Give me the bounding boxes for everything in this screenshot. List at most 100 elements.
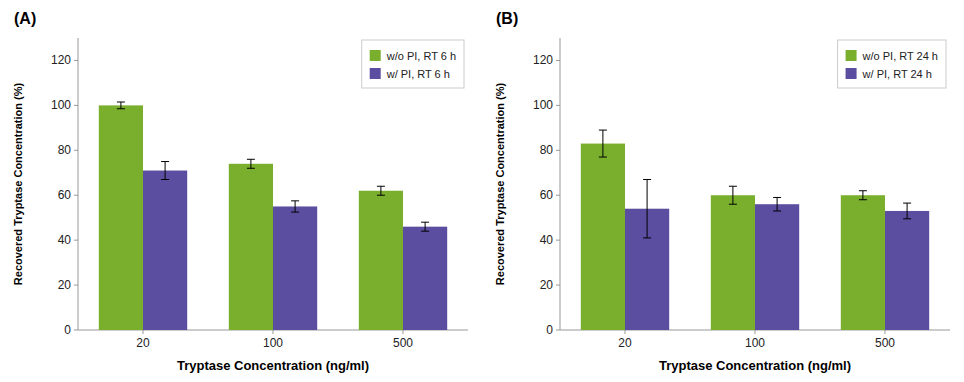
x-tick-label: 500: [393, 336, 413, 350]
bar: [711, 195, 755, 330]
legend-label: w/o PI, RT 24 h: [862, 50, 938, 62]
legend: w/o PI, RT 6 hw/ PI, RT 6 h: [362, 40, 464, 88]
error-cap: [247, 159, 255, 160]
x-tick: [625, 330, 626, 334]
y-tick: [556, 150, 560, 151]
error-cap: [773, 197, 781, 198]
error-stem: [120, 102, 121, 109]
y-tick-label: 60: [58, 188, 72, 202]
error-cap: [643, 237, 651, 238]
y-tick-label: 20: [540, 278, 554, 292]
error-stem: [425, 222, 426, 231]
error-cap: [643, 179, 651, 180]
error-cap: [903, 218, 911, 219]
legend-swatch: [370, 50, 381, 61]
y-tick-label: 40: [58, 233, 72, 247]
panel-label: (A): [14, 10, 36, 27]
x-tick: [885, 330, 886, 334]
bar: [403, 227, 447, 330]
x-axis-label: Tryptase Concentration (ng/ml): [659, 358, 851, 373]
error-stem: [907, 203, 908, 219]
bar: [229, 164, 273, 330]
y-tick: [556, 330, 560, 331]
y-tick: [74, 105, 78, 106]
legend-swatch: [846, 50, 857, 61]
bar: [99, 105, 143, 330]
error-cap: [161, 161, 169, 162]
y-axis-line: [560, 38, 561, 330]
x-tick-label: 20: [136, 336, 150, 350]
error-cap: [117, 102, 125, 103]
panel: (A) 0 20 40 60 80 100 120 20 100 500 Tryptase Conce…: [12, 10, 468, 373]
error-cap: [903, 203, 911, 204]
error-bar: [161, 162, 169, 180]
y-tick: [74, 285, 78, 286]
legend-frame: [838, 40, 946, 88]
error-bar: [421, 222, 429, 231]
bar: [359, 191, 403, 330]
error-stem: [380, 186, 381, 195]
y-tick: [74, 195, 78, 196]
y-tick-label: 80: [58, 143, 72, 157]
legend-swatch: [846, 68, 857, 79]
error-cap: [729, 186, 737, 187]
x-tick-label: 100: [263, 336, 283, 350]
y-axis-label: Recovered Tryptase Concentration (%): [12, 83, 24, 286]
y-tick-label: 60: [540, 188, 554, 202]
bar: [755, 204, 799, 330]
error-bar: [599, 130, 607, 157]
bar: [841, 195, 885, 330]
y-tick: [556, 285, 560, 286]
y-axis-label: Recovered Tryptase Concentration (%): [494, 83, 506, 286]
error-bar: [291, 201, 299, 212]
y-tick: [74, 150, 78, 151]
y-tick: [74, 60, 78, 61]
y-tick: [556, 105, 560, 106]
error-stem: [777, 197, 778, 210]
x-tick-label: 20: [618, 336, 632, 350]
error-cap: [773, 210, 781, 211]
bar: [143, 171, 187, 330]
legend-swatch: [370, 68, 381, 79]
error-cap: [599, 130, 607, 131]
error-cap: [859, 199, 867, 200]
y-tick-label: 100: [51, 98, 71, 112]
x-tick-label: 500: [875, 336, 895, 350]
x-tick: [755, 330, 756, 334]
error-bar: [773, 197, 781, 210]
y-tick: [556, 240, 560, 241]
error-cap: [377, 186, 385, 187]
y-tick: [556, 60, 560, 61]
x-axis-label: Tryptase Concentration (ng/ml): [177, 358, 369, 373]
y-tick-label: 100: [533, 98, 553, 112]
error-cap: [377, 195, 385, 196]
error-cap: [421, 222, 429, 223]
error-stem: [165, 162, 166, 180]
legend-label: w/ PI, RT 24 h: [862, 68, 932, 80]
y-tick-label: 20: [58, 278, 72, 292]
error-cap: [117, 108, 125, 109]
y-tick-label: 40: [540, 233, 554, 247]
y-tick: [74, 330, 78, 331]
error-bar: [729, 186, 737, 204]
error-cap: [247, 168, 255, 169]
error-cap: [161, 179, 169, 180]
error-cap: [291, 200, 299, 201]
x-tick: [273, 330, 274, 334]
error-cap: [859, 190, 867, 191]
marks: [99, 102, 447, 330]
error-cap: [599, 157, 607, 158]
bar: [885, 211, 929, 330]
y-tick-label: 120: [51, 53, 71, 67]
error-bar: [903, 203, 911, 219]
bar: [273, 206, 317, 330]
error-cap: [291, 212, 299, 213]
error-stem: [862, 191, 863, 200]
error-bar: [377, 186, 385, 195]
y-tick: [74, 240, 78, 241]
y-tick-label: 0: [64, 323, 71, 337]
error-cap: [421, 231, 429, 232]
bar: [581, 144, 625, 330]
y-tick: [556, 195, 560, 196]
panel: (B)02040608010012020100500Tryptase Conce…: [494, 10, 950, 373]
